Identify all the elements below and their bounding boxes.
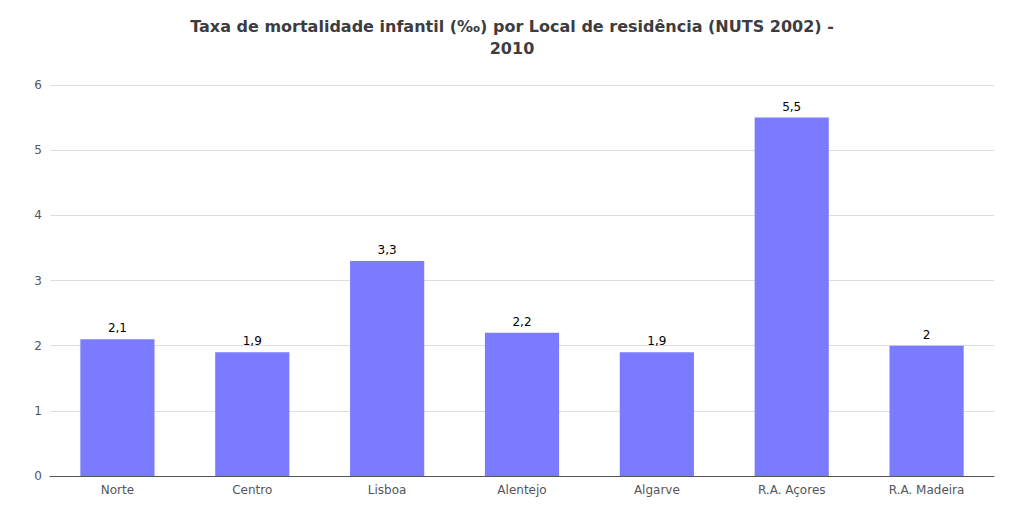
svg-text:2: 2 <box>923 328 931 342</box>
svg-text:6: 6 <box>34 78 42 92</box>
svg-text:4: 4 <box>34 208 42 222</box>
svg-text:3,3: 3,3 <box>378 243 397 257</box>
svg-text:1: 1 <box>34 404 42 418</box>
svg-text:5,5: 5,5 <box>782 100 801 114</box>
svg-text:2: 2 <box>34 339 42 353</box>
svg-text:1,9: 1,9 <box>647 334 666 348</box>
svg-text:Centro: Centro <box>232 483 272 497</box>
svg-text:R.A. Madeira: R.A. Madeira <box>889 483 965 497</box>
svg-text:Lisboa: Lisboa <box>368 483 407 497</box>
svg-text:Taxa de mortalidade infantil (: Taxa de mortalidade infantil (‰) por Loc… <box>190 17 834 36</box>
svg-text:5: 5 <box>34 143 42 157</box>
svg-text:Norte: Norte <box>101 483 134 497</box>
svg-text:2,2: 2,2 <box>512 315 531 329</box>
svg-text:Algarve: Algarve <box>634 483 680 497</box>
svg-text:0: 0 <box>34 469 42 483</box>
svg-text:2010: 2010 <box>490 39 535 58</box>
svg-text:1,9: 1,9 <box>243 334 262 348</box>
svg-text:R.A. Açores: R.A. Açores <box>758 483 826 497</box>
svg-text:Alentejo: Alentejo <box>497 483 546 497</box>
svg-text:2,1: 2,1 <box>108 321 127 335</box>
svg-text:3: 3 <box>34 274 42 288</box>
